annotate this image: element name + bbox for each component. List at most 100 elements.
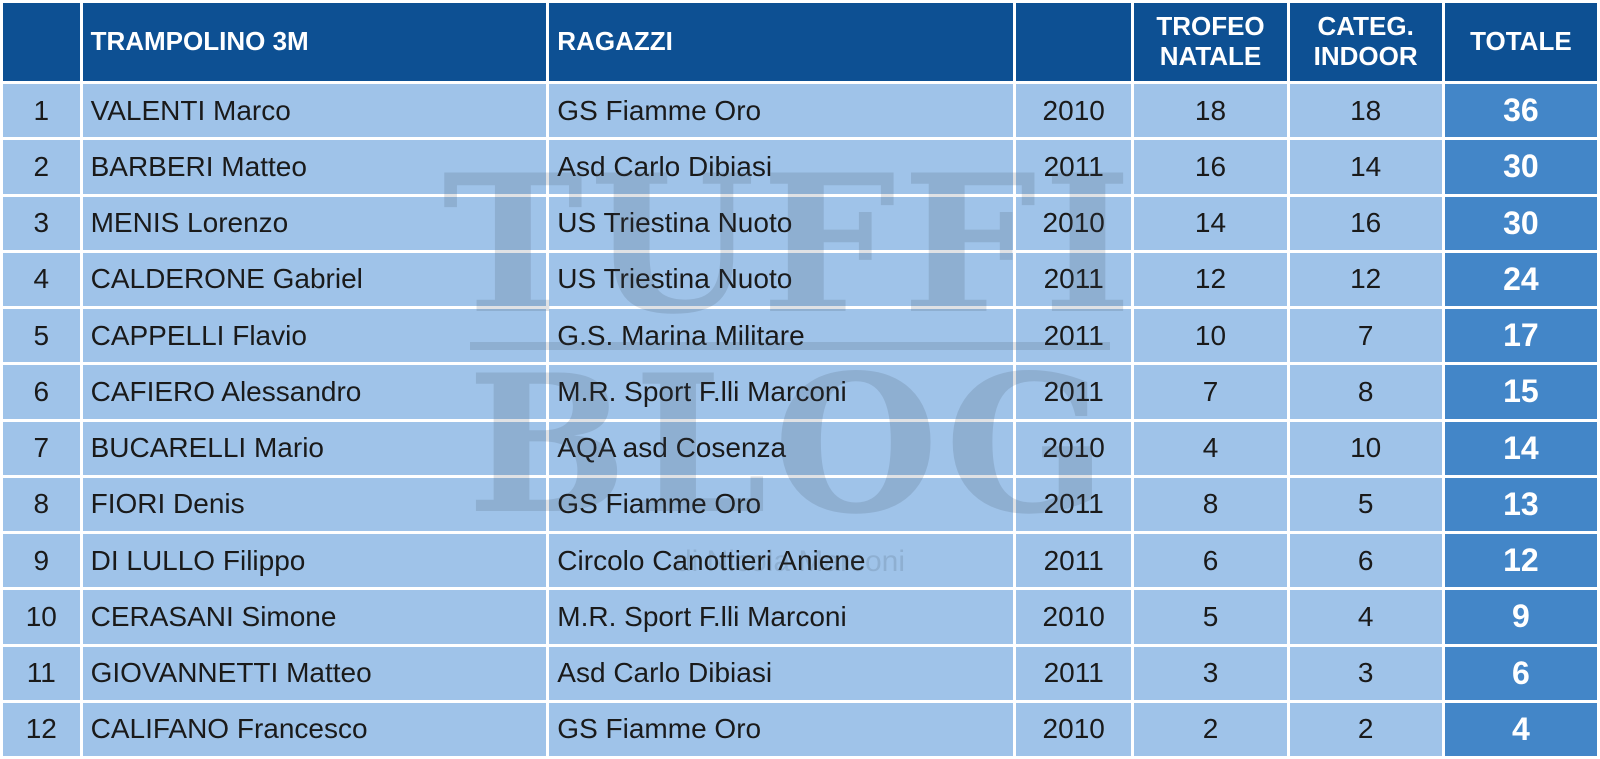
table-row: 1 VALENTI Marco GS Fiamme Oro 2010 18 18 36 [3, 84, 1597, 138]
cell-categ-indoor: 8 [1289, 365, 1442, 419]
cell-athlete: CALIFANO Francesco [82, 702, 547, 756]
cell-trofeo-natale: 18 [1134, 84, 1287, 138]
cell-club: Circolo Canottieri Aniene [549, 534, 1013, 588]
cell-club: GS Fiamme Oro [549, 702, 1013, 756]
cell-totale: 12 [1444, 534, 1597, 588]
cell-year: 2011 [1016, 646, 1132, 700]
cell-trofeo-natale: 2 [1134, 702, 1287, 756]
header-event: TRAMPOLINO 3M [82, 3, 547, 81]
cell-year: 2011 [1016, 534, 1132, 588]
header-category: RAGAZZI [549, 3, 1013, 81]
table-row: 11 GIOVANNETTI Matteo Asd Carlo Dibiasi 201… [3, 646, 1597, 700]
table-row: 5 CAPPELLI Flavio G.S. Marina Militare 2011… [3, 309, 1597, 363]
cell-totale: 9 [1444, 590, 1597, 644]
cell-club: G.S. Marina Militare [549, 309, 1013, 363]
table-row: 6 CAFIERO Alessandro M.R. Sport F.lli Marc… [3, 365, 1597, 419]
cell-year: 2010 [1016, 421, 1132, 475]
cell-trofeo-natale: 4 [1134, 421, 1287, 475]
cell-year: 2011 [1016, 477, 1132, 531]
cell-categ-indoor: 14 [1289, 140, 1442, 194]
cell-club: M.R. Sport F.lli Marconi [549, 590, 1013, 644]
cell-year: 2011 [1016, 365, 1132, 419]
header-rank [3, 3, 80, 81]
cell-athlete: BARBERI Matteo [82, 140, 547, 194]
cell-totale: 17 [1444, 309, 1597, 363]
cell-club: AQA asd Cosenza [549, 421, 1013, 475]
cell-rank: 4 [3, 252, 80, 306]
cell-club: US Triestina Nuoto [549, 252, 1013, 306]
table-header: TRAMPOLINO 3M RAGAZZI TROFEO NATALE CATEG… [3, 3, 1597, 81]
cell-rank: 3 [3, 196, 80, 250]
table-row: 8 FIORI Denis GS Fiamme Oro 2011 8 5 13 [3, 477, 1597, 531]
cell-trofeo-natale: 5 [1134, 590, 1287, 644]
cell-athlete: CERASANI Simone [82, 590, 547, 644]
cell-year: 2010 [1016, 84, 1132, 138]
cell-club: GS Fiamme Oro [549, 84, 1013, 138]
table-row: 12 CALIFANO Francesco GS Fiamme Oro 2010 2 2 4 [3, 702, 1597, 756]
cell-trofeo-natale: 6 [1134, 534, 1287, 588]
cell-totale: 24 [1444, 252, 1597, 306]
cell-year: 2011 [1016, 252, 1132, 306]
header-trofeo-natale: TROFEO NATALE [1134, 3, 1287, 81]
cell-categ-indoor: 3 [1289, 646, 1442, 700]
table-row: 4 CALDERONE Gabriel US Triestina Nuoto 2011… [3, 252, 1597, 306]
cell-categ-indoor: 2 [1289, 702, 1442, 756]
table-row: 10 CERASANI Simone M.R. Sport F.lli Marcon… [3, 590, 1597, 644]
cell-totale: 15 [1444, 365, 1597, 419]
cell-categ-indoor: 10 [1289, 421, 1442, 475]
cell-athlete: CAFIERO Alessandro [82, 365, 547, 419]
cell-athlete: MENIS Lorenzo [82, 196, 547, 250]
cell-totale: 6 [1444, 646, 1597, 700]
cell-totale: 4 [1444, 702, 1597, 756]
cell-rank: 7 [3, 421, 80, 475]
cell-athlete: CAPPELLI Flavio [82, 309, 547, 363]
cell-trofeo-natale: 3 [1134, 646, 1287, 700]
cell-athlete: CALDERONE Gabriel [82, 252, 547, 306]
cell-totale: 30 [1444, 196, 1597, 250]
cell-rank: 8 [3, 477, 80, 531]
cell-trofeo-natale: 10 [1134, 309, 1287, 363]
cell-club: Asd Carlo Dibiasi [549, 646, 1013, 700]
header-totale: TOTALE [1444, 3, 1597, 81]
cell-club: GS Fiamme Oro [549, 477, 1013, 531]
cell-categ-indoor: 18 [1289, 84, 1442, 138]
cell-totale: 30 [1444, 140, 1597, 194]
cell-year: 2011 [1016, 140, 1132, 194]
cell-year: 2010 [1016, 702, 1132, 756]
cell-athlete: FIORI Denis [82, 477, 547, 531]
cell-year: 2011 [1016, 309, 1132, 363]
header-categ-indoor: CATEG. INDOOR [1289, 3, 1442, 81]
cell-totale: 36 [1444, 84, 1597, 138]
cell-trofeo-natale: 16 [1134, 140, 1287, 194]
header-row: TRAMPOLINO 3M RAGAZZI TROFEO NATALE CATEG… [3, 3, 1597, 81]
cell-year: 2010 [1016, 590, 1132, 644]
cell-categ-indoor: 5 [1289, 477, 1442, 531]
cell-rank: 9 [3, 534, 80, 588]
cell-totale: 14 [1444, 421, 1597, 475]
table-row: 2 BARBERI Matteo Asd Carlo Dibiasi 2011 16 14… [3, 140, 1597, 194]
table-body: 1 VALENTI Marco GS Fiamme Oro 2010 18 18 36 2 BA… [3, 84, 1597, 756]
cell-categ-indoor: 12 [1289, 252, 1442, 306]
cell-categ-indoor: 7 [1289, 309, 1442, 363]
cell-trofeo-natale: 12 [1134, 252, 1287, 306]
table-row: 7 BUCARELLI Mario AQA asd Cosenza 2010 4 10 14 [3, 421, 1597, 475]
cell-club: Asd Carlo Dibiasi [549, 140, 1013, 194]
cell-trofeo-natale: 7 [1134, 365, 1287, 419]
cell-rank: 6 [3, 365, 80, 419]
cell-club: M.R. Sport F.lli Marconi [549, 365, 1013, 419]
cell-categ-indoor: 4 [1289, 590, 1442, 644]
cell-trofeo-natale: 14 [1134, 196, 1287, 250]
cell-athlete: VALENTI Marco [82, 84, 547, 138]
table-row: 3 MENIS Lorenzo US Triestina Nuoto 2010 14 16… [3, 196, 1597, 250]
cell-categ-indoor: 6 [1289, 534, 1442, 588]
cell-rank: 1 [3, 84, 80, 138]
cell-trofeo-natale: 8 [1134, 477, 1287, 531]
cell-rank: 10 [3, 590, 80, 644]
cell-rank: 2 [3, 140, 80, 194]
cell-club: US Triestina Nuoto [549, 196, 1013, 250]
cell-categ-indoor: 16 [1289, 196, 1442, 250]
cell-athlete: DI LULLO Filippo [82, 534, 547, 588]
cell-year: 2010 [1016, 196, 1132, 250]
